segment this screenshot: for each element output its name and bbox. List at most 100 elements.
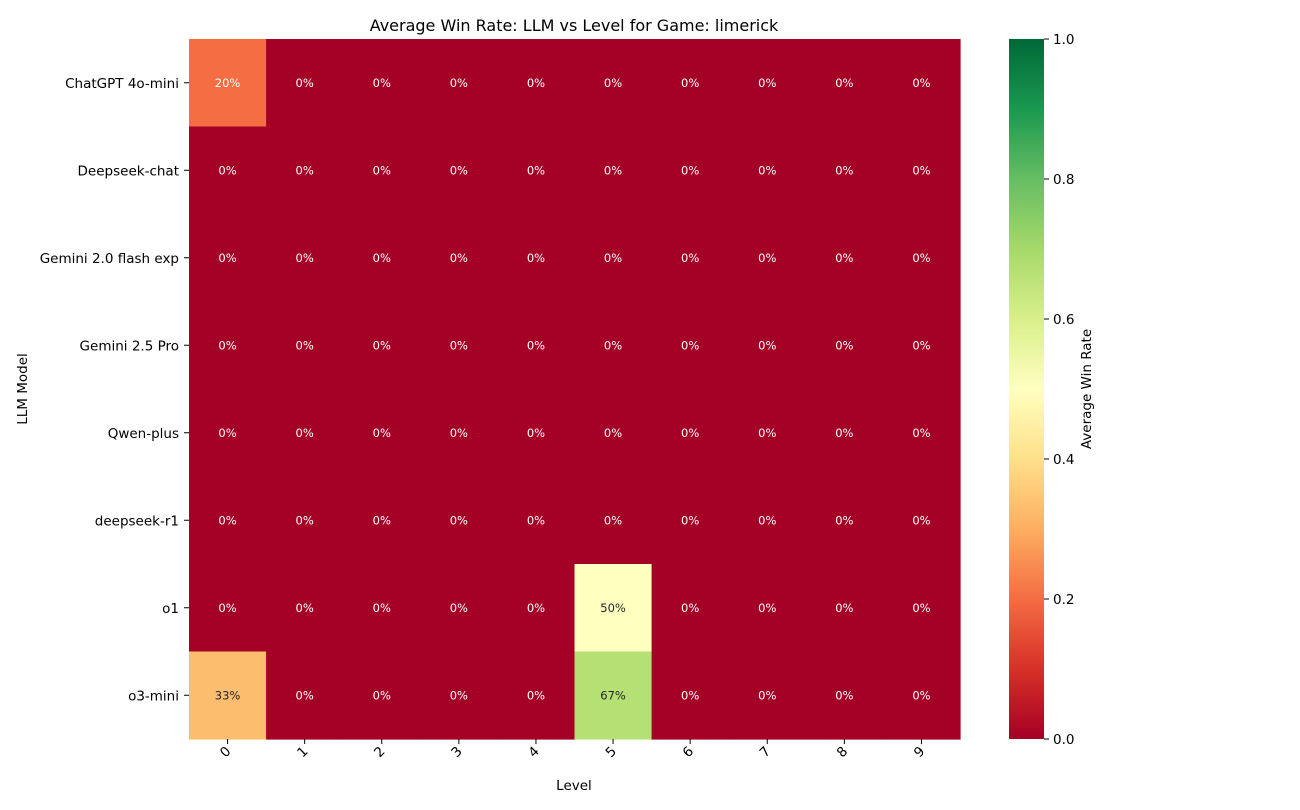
cell-annotation: 0% bbox=[296, 513, 314, 527]
heatmap-cell bbox=[805, 214, 884, 303]
cell-annotation: 0% bbox=[373, 251, 391, 265]
heatmap-cell bbox=[728, 651, 807, 740]
heatmap-cell bbox=[882, 564, 961, 653]
heatmap-cell bbox=[189, 564, 267, 653]
cell-annotation: 0% bbox=[527, 251, 545, 265]
cell-annotation: 0% bbox=[218, 251, 236, 265]
cell-annotation: 0% bbox=[527, 338, 545, 352]
heatmap-cell bbox=[805, 126, 884, 215]
cell-annotation: 0% bbox=[527, 163, 545, 177]
heatmap-cell bbox=[882, 301, 961, 390]
heatmap-cell bbox=[189, 651, 267, 740]
cell-annotation: 0% bbox=[218, 426, 236, 440]
heatmap-cell bbox=[651, 651, 730, 740]
cell-annotation: 20% bbox=[215, 76, 241, 90]
x-tick-label: 9 bbox=[911, 744, 928, 761]
cell-annotation: 0% bbox=[218, 601, 236, 615]
heatmap-cell bbox=[882, 389, 961, 478]
y-tick-label: Qwen-plus bbox=[108, 426, 179, 442]
cell-annotation: 0% bbox=[681, 338, 699, 352]
heatmap-cell bbox=[343, 39, 421, 128]
cell-annotation: 0% bbox=[758, 513, 776, 527]
heatmap-cell bbox=[343, 126, 421, 215]
heatmap-cell bbox=[882, 476, 961, 565]
cell-annotation: 0% bbox=[527, 76, 545, 90]
heatmap-cell bbox=[266, 301, 344, 390]
cell-annotation: 33% bbox=[215, 688, 241, 702]
cell-annotation: 0% bbox=[604, 163, 622, 177]
heatmap-cell bbox=[728, 39, 807, 128]
cell-annotation: 0% bbox=[373, 601, 391, 615]
cell-annotation: 0% bbox=[450, 338, 468, 352]
heatmap-cell bbox=[497, 651, 576, 740]
heatmap-cell bbox=[574, 476, 653, 565]
heatmap-cell bbox=[574, 651, 653, 740]
x-axis-title: Level bbox=[556, 778, 592, 794]
cell-annotation: 0% bbox=[912, 163, 930, 177]
y-tick-label: deepseek-r1 bbox=[95, 513, 179, 529]
heatmap-cell bbox=[343, 651, 421, 740]
heatmap-cell bbox=[497, 126, 576, 215]
heatmap-cell bbox=[343, 214, 421, 303]
heatmap-cell bbox=[189, 476, 267, 565]
x-tick-label: 6 bbox=[680, 744, 697, 761]
cell-annotation: 0% bbox=[835, 251, 853, 265]
cell-annotation: 0% bbox=[296, 251, 314, 265]
heatmap-cell bbox=[420, 476, 498, 565]
colorbar-tick-label: 0.0 bbox=[1053, 732, 1074, 748]
cell-annotation: 0% bbox=[218, 338, 236, 352]
heatmap-cell bbox=[574, 39, 653, 128]
cell-annotation: 0% bbox=[450, 513, 468, 527]
cell-annotation: 0% bbox=[912, 601, 930, 615]
cell-annotation: 0% bbox=[296, 163, 314, 177]
heatmap-cell bbox=[728, 389, 807, 478]
heatmap-cell bbox=[266, 126, 344, 215]
cell-annotations: 20% 0% 0% 0% 0% 0% 0% 0% 0% 0% 0% 0% 0% 0% 0% 0% 0% 0% 0% 0… bbox=[215, 76, 931, 703]
heatmap-cell bbox=[882, 651, 961, 740]
heatmap-cell bbox=[420, 214, 498, 303]
heatmap-cell bbox=[420, 126, 498, 215]
heatmap-cell bbox=[420, 651, 498, 740]
heatmap-cell bbox=[497, 564, 576, 653]
heatmap-cell bbox=[420, 564, 498, 653]
cell-annotation: 0% bbox=[758, 251, 776, 265]
cell-annotation: 0% bbox=[835, 688, 853, 702]
cell-annotation: 0% bbox=[681, 688, 699, 702]
chart-title: Average Win Rate: LLM vs Level for Game:… bbox=[370, 16, 779, 35]
heatmap-cell bbox=[805, 564, 884, 653]
cell-annotation: 0% bbox=[758, 76, 776, 90]
heatmap-cell bbox=[420, 389, 498, 478]
cell-annotation: 0% bbox=[912, 513, 930, 527]
cell-annotation: 0% bbox=[450, 76, 468, 90]
cell-annotation: 0% bbox=[835, 426, 853, 440]
cell-annotation: 0% bbox=[527, 688, 545, 702]
heatmap-cell bbox=[728, 564, 807, 653]
heatmap-cell bbox=[805, 476, 884, 565]
cell-annotation: 0% bbox=[296, 688, 314, 702]
heatmap-cell bbox=[497, 389, 576, 478]
heatmap-cell bbox=[266, 214, 344, 303]
heatmap-cell bbox=[651, 564, 730, 653]
x-tick-label: 1 bbox=[294, 744, 311, 761]
heatmap-cell bbox=[343, 564, 421, 653]
heatmap-cell bbox=[420, 39, 498, 128]
cell-annotation: 0% bbox=[296, 338, 314, 352]
cell-annotation: 0% bbox=[681, 426, 699, 440]
cell-annotation: 0% bbox=[681, 513, 699, 527]
heatmap-cell bbox=[497, 476, 576, 565]
cell-annotation: 0% bbox=[604, 76, 622, 90]
cell-annotation: 0% bbox=[373, 426, 391, 440]
heatmap-cell bbox=[189, 214, 267, 303]
heatmap-cell bbox=[728, 214, 807, 303]
heatmap-cell bbox=[805, 651, 884, 740]
x-tick-label: 3 bbox=[448, 744, 465, 761]
colorbar-label: Average Win Rate bbox=[1079, 329, 1095, 449]
cell-annotation: 0% bbox=[450, 688, 468, 702]
cell-annotation: 0% bbox=[912, 688, 930, 702]
y-tick-label: o3-mini bbox=[128, 688, 179, 704]
cell-annotation: 0% bbox=[450, 426, 468, 440]
cell-annotation: 0% bbox=[604, 338, 622, 352]
y-tick-label: ChatGPT 4o-mini bbox=[65, 76, 179, 92]
cell-annotation: 0% bbox=[604, 513, 622, 527]
colorbar-tick-label: 0.6 bbox=[1053, 312, 1074, 328]
